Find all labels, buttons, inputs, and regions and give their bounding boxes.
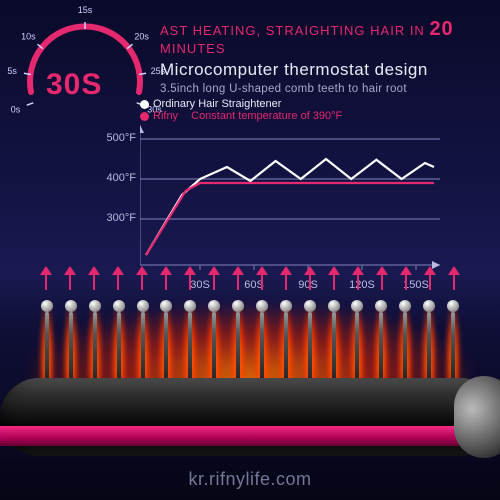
comb-tooth [112,306,126,384]
device-stripe [0,426,500,446]
comb-teeth [40,264,460,384]
h1-post: MINUTES [160,41,226,56]
legend-dot-ordinary [140,100,149,109]
h1-pre: AST HEATING, STRAIGHTING HAIR IN [160,23,429,38]
heat-gauge: 0s5s10s15s20s25s30s 30S [20,14,150,124]
comb-tooth [446,306,460,384]
comb-tooth [374,306,388,384]
svg-text:10s: 10s [21,31,36,41]
device-endcap [454,376,500,458]
watermark: kr.rifnylife.com [0,469,500,490]
h1-big: 20 [429,18,453,40]
temp-chart: Ordinary Hair Straightener Rifny Constan… [140,98,460,275]
comb-tooth [327,306,341,384]
comb-tooth [207,306,221,384]
legend-constant: Constant temperature of 390°F [191,110,342,122]
comb-tooth [279,306,293,384]
svg-text:5s: 5s [7,66,17,76]
chart-area: 300°F400°F500°F 30S60S90S120S150S [140,125,450,275]
comb-tooth [255,306,269,384]
headline-accent: AST HEATING, STRAIGHTING HAIR IN 20 MINU… [160,18,480,56]
svg-text:20s: 20s [134,31,149,41]
comb-tooth [231,306,245,384]
headline-sub1: Microcomputer thermostat design [160,60,480,80]
svg-text:0s: 0s [11,104,21,114]
legend-ordinary: Ordinary Hair Straightener [153,98,281,110]
y-tick-label: 400°F [98,172,136,184]
comb-tooth [64,306,78,384]
comb-tooth [398,306,412,384]
device-illustration [0,266,500,456]
y-tick-label: 300°F [98,212,136,224]
comb-tooth [183,306,197,384]
comb-tooth [88,306,102,384]
chart-svg [140,125,450,275]
headline-sub2: 3.5inch long U-shaped comb teeth to hair… [160,83,480,95]
comb-tooth [422,306,436,384]
comb-tooth [159,306,173,384]
legend-brand: Rifny [153,110,178,122]
svg-text:15s: 15s [78,5,93,15]
y-tick-label: 500°F [98,132,136,144]
gauge-center-label: 30S [46,68,102,102]
comb-tooth [350,306,364,384]
comb-tooth [136,306,150,384]
comb-tooth [40,306,54,384]
chart-legend: Ordinary Hair Straightener Rifny Constan… [140,98,460,122]
legend-dot-brand [140,112,149,121]
headline: AST HEATING, STRAIGHTING HAIR IN 20 MINU… [160,18,480,95]
comb-tooth [303,306,317,384]
